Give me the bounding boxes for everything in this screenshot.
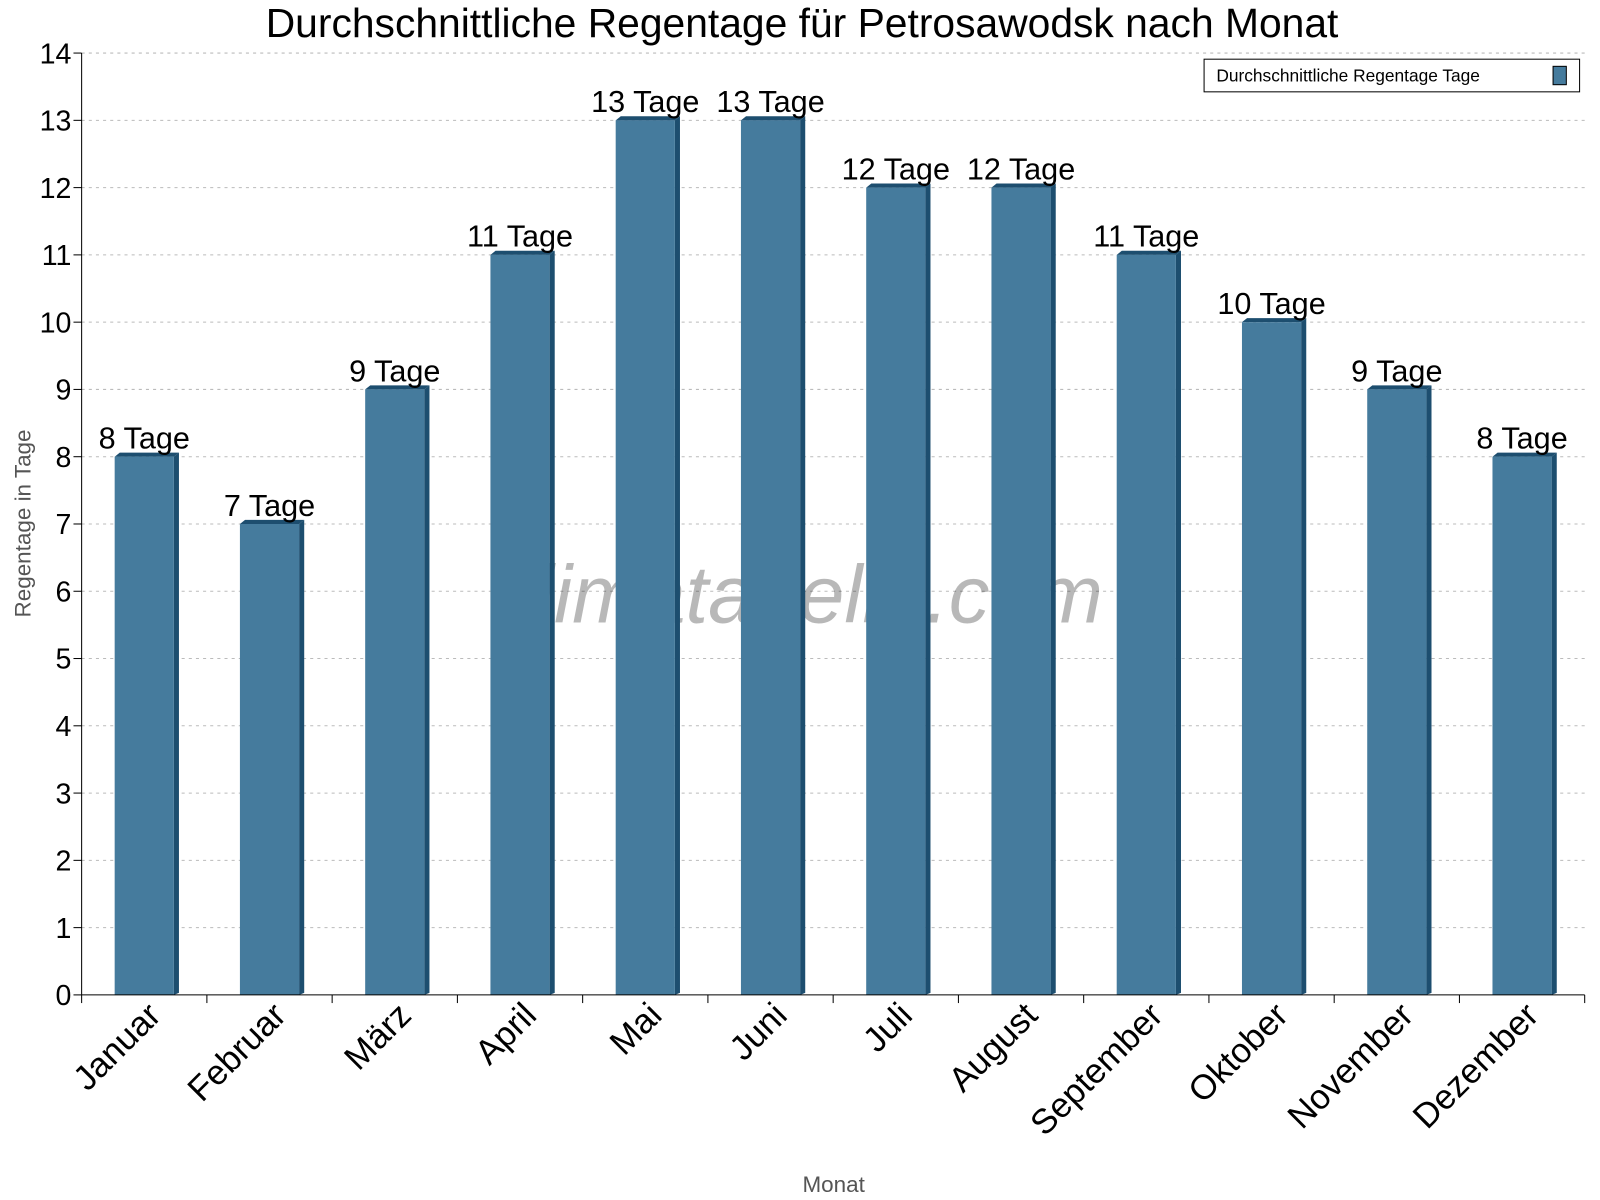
bar-top: [365, 385, 430, 390]
y-tick-label: 0: [56, 980, 72, 1012]
bar-top: [490, 250, 555, 255]
y-tick-label: 12: [40, 173, 72, 205]
legend: Durchschnittliche Regentage Tage: [1203, 58, 1581, 93]
data-label: 8 Tage: [1476, 422, 1567, 456]
bar: [1241, 322, 1302, 995]
bar-side: [424, 385, 430, 995]
legend-label: Durchschnittliche Regentage Tage: [1216, 66, 1480, 86]
x-tick-label: Juli: [856, 996, 920, 1060]
data-label: 11 Tage: [467, 220, 573, 254]
bar-side: [925, 183, 931, 995]
bar: [490, 254, 550, 995]
bar-top: [740, 116, 806, 121]
y-tick-label: 1: [56, 913, 72, 945]
data-label: 7 Tage: [224, 489, 315, 523]
data-label: 13 Tage: [591, 85, 699, 119]
bar-side: [1175, 250, 1181, 995]
x-tick-label: Januar: [66, 996, 168, 1098]
data-label: 12 Tage: [842, 152, 950, 186]
x-tick-label: November: [1281, 996, 1421, 1136]
bar-top: [239, 519, 305, 524]
bar-side: [549, 250, 555, 995]
y-tick-label: 6: [56, 576, 72, 608]
data-label: 8 Tage: [99, 422, 190, 456]
y-tick-label: 5: [56, 644, 72, 676]
data-label: 10 Tage: [1217, 287, 1325, 321]
bar-top: [1367, 385, 1432, 390]
bar: [239, 523, 300, 995]
bar-top: [1492, 452, 1557, 457]
bar-top: [866, 183, 931, 188]
bars: 8 Tage 7 Tage 9 Tage 11 Tage 13 Tage 13 Tage 1…: [99, 85, 1568, 995]
bar: [1492, 456, 1552, 995]
bar: [740, 120, 801, 995]
bar-top: [615, 116, 680, 121]
bar-side: [299, 519, 305, 995]
bar: [114, 456, 174, 995]
y-tick-label: 3: [56, 778, 72, 810]
legend-swatch: [1552, 65, 1567, 86]
bar-top: [1116, 250, 1181, 255]
y-tick-label: 2: [56, 846, 72, 878]
gridlines: [81, 52, 1585, 929]
x-tick-label: März: [337, 996, 418, 1077]
bar-top: [1241, 318, 1307, 323]
data-label: 9 Tage: [349, 354, 440, 388]
x-tick-label: September: [1023, 996, 1170, 1143]
y-tick-label: 4: [56, 711, 72, 743]
bar: [1116, 254, 1176, 995]
bar: [866, 187, 926, 995]
bar-side: [674, 116, 680, 995]
x-tick-label: Dezember: [1406, 996, 1546, 1136]
bar: [1367, 389, 1427, 995]
x-axis-label: Monat: [802, 1172, 865, 1197]
y-tick-label: 11: [42, 240, 72, 272]
x-tick-label: April: [468, 996, 544, 1072]
y-tick-label: 14: [40, 38, 72, 70]
chart-title: Durchschnittliche Regentage für Petrosaw…: [266, 0, 1339, 46]
bar: [615, 120, 675, 995]
x-tick-label: Juni: [723, 996, 795, 1068]
bar-top: [991, 183, 1056, 188]
y-tick-label: 7: [56, 509, 72, 541]
y-axis-label: Regentage in Tage: [11, 429, 36, 617]
bar-side: [800, 116, 806, 995]
data-label: 12 Tage: [967, 152, 1075, 186]
bar-side: [1050, 183, 1056, 995]
y-tick-label: 9: [56, 375, 72, 407]
bar: [991, 187, 1051, 995]
bar-side: [1551, 452, 1557, 995]
y-tick-label: 10: [40, 307, 72, 339]
x-tick-label: Oktober: [1181, 996, 1295, 1110]
bar-side: [1301, 318, 1307, 995]
bar-side: [1426, 385, 1432, 995]
x-tick-label: Februar: [181, 996, 294, 1109]
y-tick-label: 13: [40, 106, 72, 138]
bar-top: [114, 452, 179, 457]
bar-side: [173, 452, 179, 995]
x-tick-label: August: [942, 996, 1045, 1099]
bar: [365, 389, 425, 995]
data-label: 11 Tage: [1093, 220, 1199, 254]
x-tick-label: Mai: [603, 996, 669, 1062]
data-label: 13 Tage: [716, 85, 824, 119]
y-tick-label: 8: [56, 442, 72, 474]
data-label: 9 Tage: [1351, 354, 1442, 388]
